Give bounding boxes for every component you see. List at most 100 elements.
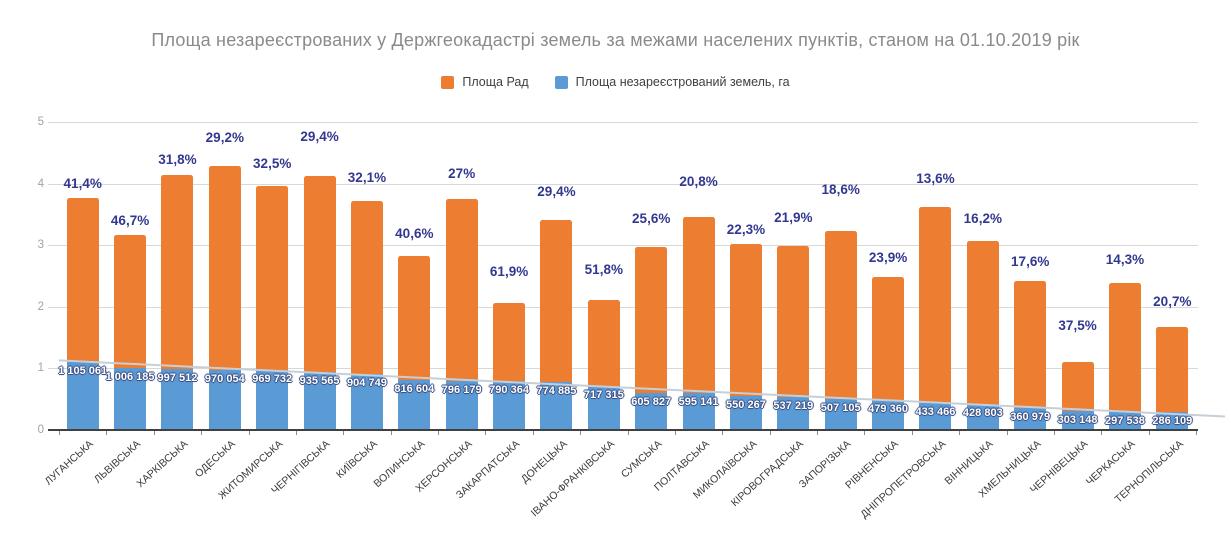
x-axis-tick: [722, 430, 724, 435]
orange-bar-segment: [587, 300, 620, 386]
percent-label: 23,9%: [868, 249, 908, 265]
orange-bar-segment: [1061, 361, 1094, 412]
percent-label: 16,2%: [963, 210, 1002, 226]
y-axis-tick-label: 5: [37, 116, 44, 128]
orange-bar-segment: [540, 219, 573, 383]
x-axis-label: ХАРКІВСЬКА: [134, 438, 191, 490]
x-axis-tick: [817, 430, 818, 435]
x-axis-label: СУМСЬКА: [618, 438, 665, 481]
chart-title: Площа незареєстрованих у Держгеокадастрі…: [151, 30, 1080, 50]
y-axis-tick-label: 4: [37, 177, 44, 190]
orange-bar-segment: [208, 165, 241, 371]
x-axis-label: ДНІПРОПЕТРОВСЬКА: [858, 438, 949, 521]
x-axis-tick: [911, 430, 913, 435]
percent-label: 17,6%: [1011, 254, 1050, 270]
x-axis-line: [48, 429, 1198, 431]
y-axis-tick-label: 1: [37, 362, 44, 375]
x-axis-tick: [674, 430, 676, 435]
x-axis-label: КИЇВСЬКА: [334, 438, 380, 481]
orange-bar-segment: [1156, 327, 1189, 413]
x-axis-tick: [769, 430, 771, 435]
percent-label: 31,8%: [158, 152, 197, 168]
x-axis-label: ОДЕСЬКА: [192, 438, 238, 481]
orange-bar-segment: [777, 245, 810, 397]
orange-bar-segment: [445, 199, 478, 381]
legend-label-rada: Площа Рад: [462, 75, 529, 89]
percent-label: 40,6%: [395, 225, 434, 241]
gridline: [48, 122, 1198, 123]
orange-bar-segment: [350, 200, 383, 375]
percent-label: 18,6%: [821, 181, 860, 197]
y-axis-tick-label: 0: [37, 424, 44, 436]
percent-label: 46,7%: [110, 213, 150, 229]
percent-label: 14,3%: [1105, 252, 1145, 268]
orange-bar-segment: [114, 235, 147, 368]
percent-label: 61,9%: [489, 263, 529, 279]
x-axis-tick: [627, 430, 629, 435]
orange-bar-segment: [161, 175, 194, 369]
orange-bar-segment: [66, 197, 99, 362]
percent-label: 13,6%: [916, 170, 955, 186]
percent-label: 51,8%: [584, 262, 623, 278]
orange-bar-segment: [729, 244, 762, 397]
orange-bar-segment: [682, 217, 715, 394]
x-axis-tick: [390, 430, 392, 435]
legend-swatch-unregistered-icon: [554, 75, 568, 89]
gridline: [48, 245, 1198, 247]
x-axis-tick: [485, 430, 487, 435]
legend-item-unregistered: Площа незареєстрований земель, га: [554, 75, 790, 89]
percent-label: 20,7%: [1153, 294, 1192, 310]
x-axis-tick: [59, 430, 60, 435]
chart-legend: Площа Рад Площа незареєстрований земель,…: [0, 72, 1231, 92]
percent-label: 27%: [448, 166, 476, 182]
orange-bar-segment: [919, 206, 952, 404]
orange-bar-segment: [303, 176, 336, 373]
legend-item-rada: Площа Рад: [441, 75, 529, 89]
legend-swatch-rada-icon: [441, 75, 455, 89]
orange-bar-segment: [966, 240, 999, 404]
percent-label: 32,1%: [347, 169, 387, 185]
x-axis-tick: [106, 430, 108, 435]
percent-label: 29,2%: [205, 129, 244, 145]
orange-bar-segment: [824, 230, 857, 399]
x-axis-tick: [248, 430, 250, 435]
x-axis-tick: [864, 430, 866, 435]
y-axis-tick-label: 3: [37, 239, 44, 252]
x-axis-tick: [343, 430, 345, 435]
x-axis-tick: [580, 430, 582, 435]
orange-bar-segment: [635, 246, 668, 393]
percent-label: 29,4%: [300, 129, 339, 145]
legend-label-unregistered: Площа незареєстрований земель, га: [575, 75, 790, 89]
x-axis-tick: [1006, 430, 1008, 435]
orange-bar-segment: [872, 276, 905, 401]
percent-label: 32,5%: [253, 156, 292, 172]
orange-bar-segment: [493, 302, 526, 382]
x-axis-tick: [201, 430, 203, 435]
x-axis-tick: [1101, 430, 1103, 435]
gridline: [48, 306, 1198, 308]
x-axis-tick: [1196, 430, 1197, 435]
percent-label: 20,8%: [679, 174, 718, 190]
percent-label: 37,5%: [1058, 317, 1097, 333]
percent-label: 21,9%: [774, 209, 813, 225]
orange-bar-segment: [1108, 283, 1141, 412]
value-label: 286 109: [1152, 415, 1193, 428]
x-axis-tick: [1148, 430, 1150, 435]
percent-label: 29,4%: [537, 183, 576, 199]
x-axis-tick: [1053, 430, 1055, 435]
x-axis-label: ЛУГАНСЬКА: [42, 438, 96, 488]
value-label: 297 538: [1105, 414, 1145, 427]
orange-bar-segment: [398, 255, 431, 380]
x-axis-tick: [153, 430, 155, 435]
orange-bar-segment: [256, 186, 289, 371]
x-axis-tick: [532, 430, 534, 435]
x-axis-tick: [295, 430, 297, 435]
percent-label: 22,3%: [726, 222, 766, 238]
percent-label: 25,6%: [632, 210, 671, 226]
orange-bar-segment: [1014, 281, 1047, 408]
x-axis-label: ІВАНО-ФРАНКІВСЬКА: [528, 438, 617, 520]
y-axis-tick-label: 2: [37, 300, 44, 313]
x-axis-tick: [959, 430, 961, 435]
x-axis-tick: [438, 430, 439, 435]
